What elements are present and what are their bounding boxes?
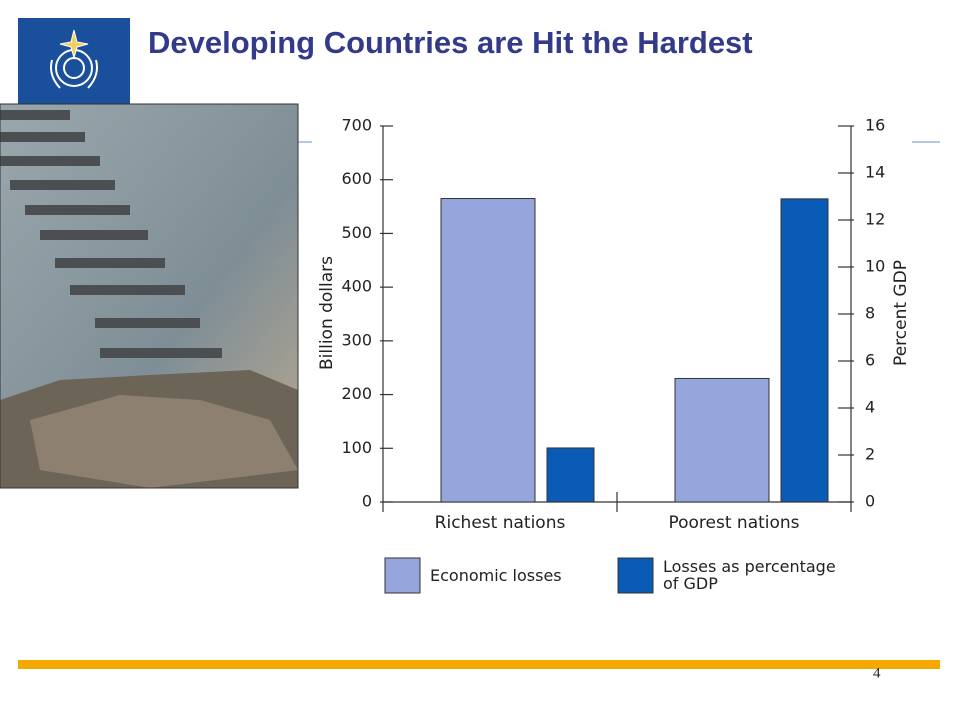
bar <box>440 198 536 503</box>
y2-tick-label: 6 <box>865 351 875 370</box>
y2-tick-label: 16 <box>865 116 885 135</box>
y2-tick-label: 0 <box>865 492 875 511</box>
bar <box>674 377 770 503</box>
bar <box>546 447 595 503</box>
y-tick-label: 0 <box>362 492 372 511</box>
y2-tick-label: 8 <box>865 304 875 323</box>
y2-tick-label: 14 <box>865 163 885 182</box>
y2-tick-label: 4 <box>865 398 875 417</box>
y-tick-label: 700 <box>341 116 372 135</box>
x-tick-label: Poorest nations <box>668 513 799 533</box>
legend-swatch <box>384 557 421 594</box>
y2-tick-label: 2 <box>865 445 875 464</box>
page-number: 4 <box>873 665 881 681</box>
legend-swatch <box>617 557 654 594</box>
legend-label: Losses as percentage of GDP <box>663 557 836 593</box>
y-tick-label: 100 <box>341 438 372 457</box>
logo-emblem <box>50 29 98 89</box>
photo <box>0 103 299 489</box>
y-axis-title: Billion dollars <box>317 256 337 370</box>
y-tick-label: 200 <box>341 384 372 403</box>
y-tick-label: 600 <box>341 169 372 188</box>
y2-tick-label: 12 <box>865 210 885 229</box>
y-tick-label: 500 <box>341 223 372 242</box>
y-tick-label: 400 <box>341 277 372 296</box>
footer-bar <box>18 660 940 669</box>
y-tick-label: 300 <box>341 330 372 349</box>
y2-axis-title: Percent GDP <box>891 260 911 366</box>
legend-label: Economic losses <box>430 565 562 585</box>
x-tick-label: Richest nations <box>435 513 566 533</box>
y2-tick-label: 10 <box>865 257 885 276</box>
slide-title: Developing Countries are Hit the Hardest <box>148 25 753 60</box>
bar <box>780 198 829 503</box>
